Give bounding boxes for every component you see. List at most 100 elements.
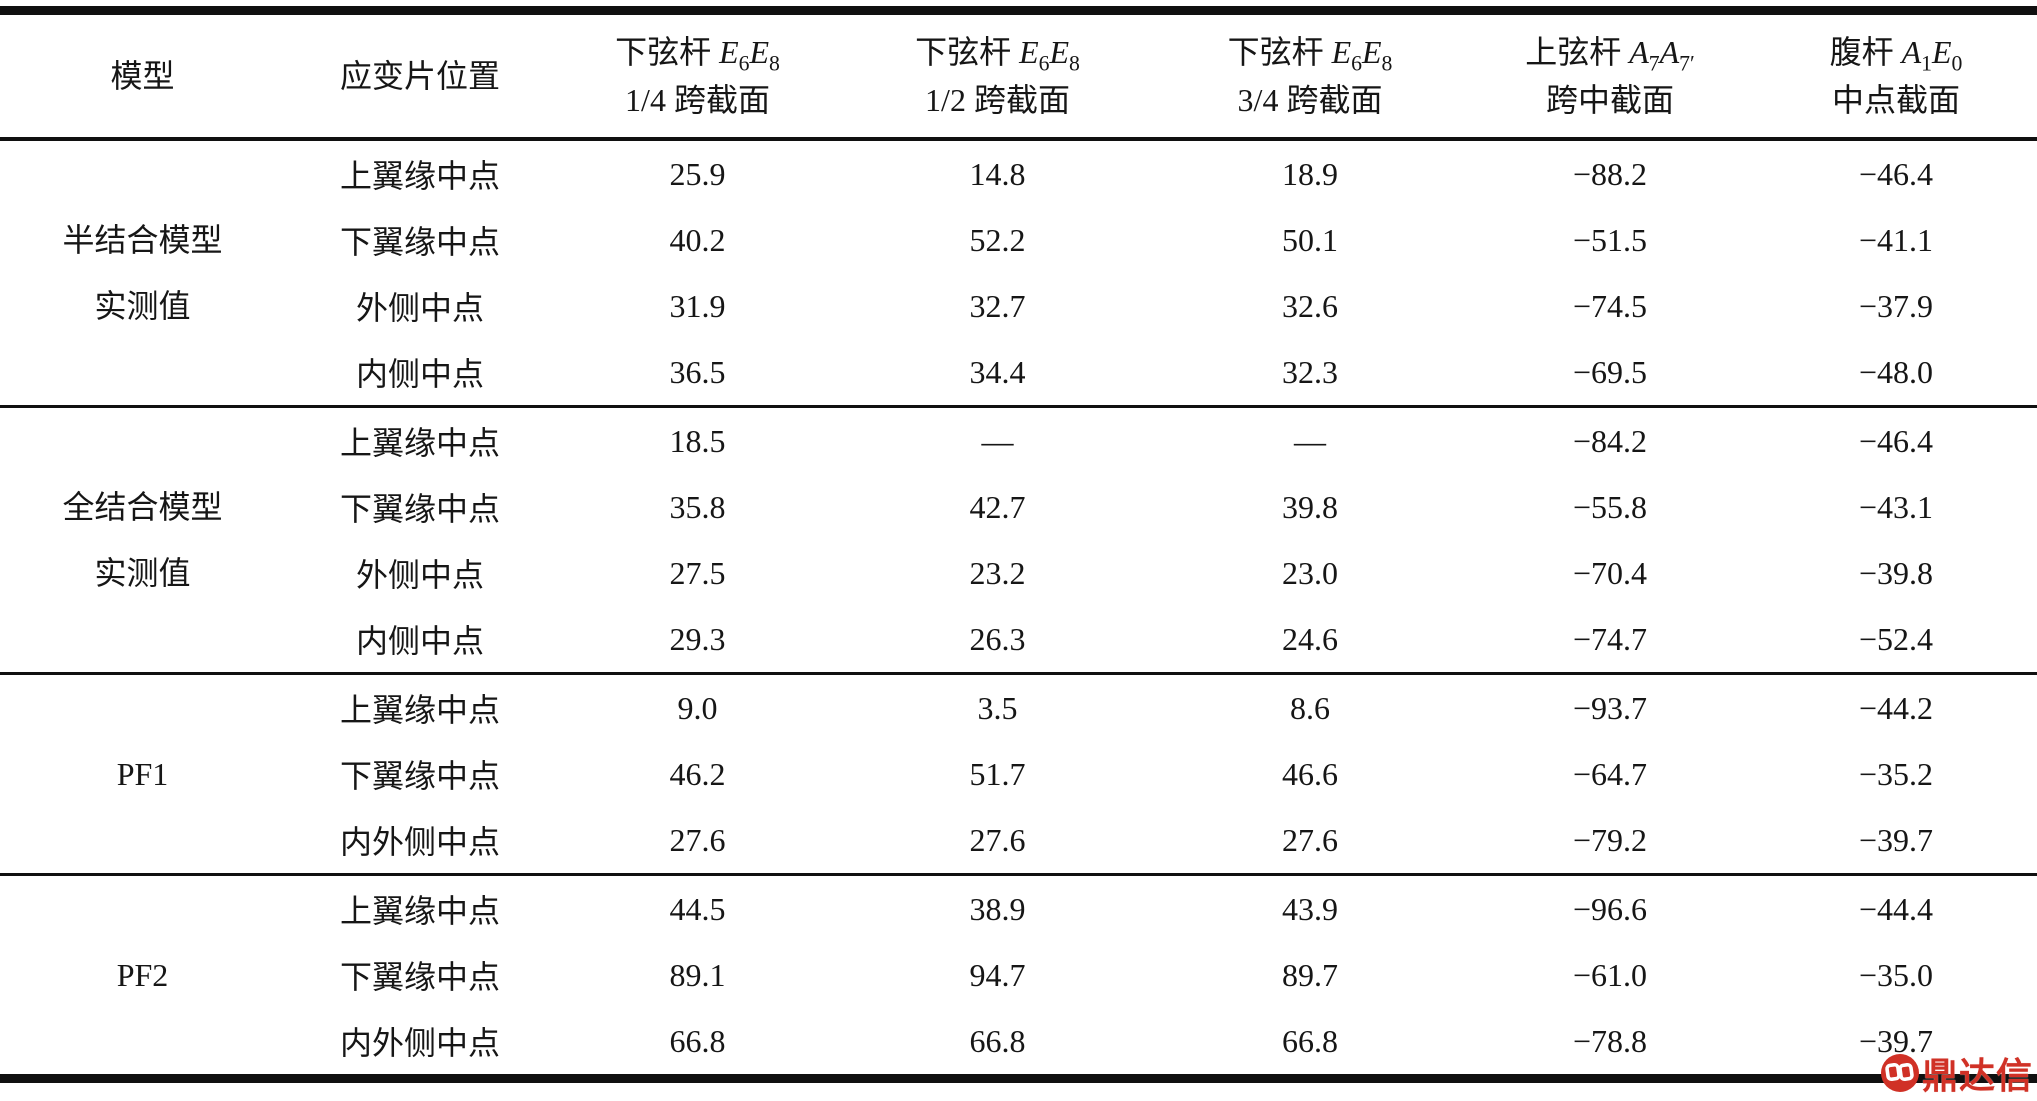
value-cell: 38.9 [969, 890, 1026, 927]
column-title-line1: 腹杆 A1E0 [1829, 34, 1963, 76]
value-cell: −46.4 [1858, 155, 1934, 192]
value-cell: −88.2 [1572, 155, 1648, 192]
position-cell: 内外侧中点 [285, 807, 555, 876]
table-row: 外侧中点 27.5 23.2 23.0 −70.4 −39.8 [0, 540, 2037, 606]
model-label: 半结合模型 [62, 222, 223, 258]
value-cell: 9.0 [677, 689, 718, 726]
value-cell: −44.4 [1858, 890, 1934, 927]
model-label: PF2 [116, 957, 169, 993]
position-cell: 上翼缘中点 [339, 158, 500, 194]
value-cell: −69.5 [1465, 339, 1755, 408]
column-header-lower-chord-half: 下弦杆 E6E8 1/2 跨截面 [840, 10, 1155, 141]
table-header: 模型 应变片位置 下弦杆 E6E8 1/4 跨截面 下弦杆 E6E8 1/2 跨截面 下弦杆… [0, 10, 2037, 141]
value-cell: 42.7 [969, 488, 1026, 525]
value-cell: 36.5 [555, 339, 840, 408]
position-cell: 上翼缘中点 [339, 893, 500, 929]
column-title-line2: 跨中截面 [1545, 82, 1674, 118]
column-title-line2: 3/4 跨截面 [1237, 82, 1383, 118]
model-label: 全结合模型 [62, 489, 223, 525]
value-cell: 89.7 [1282, 956, 1338, 993]
column-header-lower-chord-three-quarter: 下弦杆 E6E8 3/4 跨截面 [1155, 10, 1465, 141]
column-header-lower-chord-quarter: 下弦杆 E6E8 1/4 跨截面 [555, 10, 840, 141]
table-row: PF2 上翼缘中点 44.5 38.9 43.9 −96.6 −44.4 [0, 875, 2037, 994]
value-cell: 23.0 [1282, 554, 1338, 591]
value-cell: 32.6 [1282, 287, 1338, 324]
value-cell: −35.0 [1858, 956, 1934, 993]
column-title-line1: 下弦杆 E6E8 [615, 34, 780, 76]
value-cell: −55.8 [1572, 488, 1648, 525]
position-cell: 下翼缘中点 [339, 758, 500, 794]
position-cell: 上翼缘中点 [339, 692, 500, 728]
table-row: 内侧中点 29.3 26.3 24.6 −74.7 −52.4 [0, 606, 2037, 675]
value-cell: 18.5 [669, 422, 726, 459]
value-cell: — [981, 422, 1014, 459]
model-label: PF1 [116, 756, 169, 792]
table-row: 外侧中点 31.9 32.7 32.6 −74.5 −37.9 [0, 273, 2037, 339]
value-cell: −96.6 [1572, 890, 1648, 927]
position-cell: 上翼缘中点 [339, 425, 500, 461]
column-title-line1: 下弦杆 E6E8 [915, 34, 1080, 76]
value-cell: 24.6 [1155, 606, 1465, 675]
table-row: 内侧中点 36.5 34.4 32.3 −69.5 −48.0 [0, 339, 2037, 408]
value-cell: 94.7 [969, 956, 1026, 993]
value-cell: 18.9 [1282, 155, 1338, 192]
value-cell: 35.8 [669, 488, 726, 525]
value-cell: −52.4 [1755, 606, 2037, 675]
value-cell: 66.8 [969, 1022, 1026, 1059]
value-cell: −43.1 [1858, 488, 1934, 525]
column-header-position: 应变片位置 [285, 10, 555, 141]
value-cell: −51.5 [1572, 221, 1648, 258]
value-cell: 23.2 [969, 554, 1026, 591]
position-cell: 外侧中点 [355, 290, 484, 326]
model-cell: 半结合模型 实测值 [0, 139, 285, 408]
value-cell: −41.1 [1858, 221, 1934, 258]
table-row: 内外侧中点 27.6 27.6 27.6 −79.2 −39.7 [0, 807, 2037, 876]
strain-data-table: 模型 应变片位置 下弦杆 E6E8 1/4 跨截面 下弦杆 E6E8 1/2 跨截面 下弦杆… [0, 6, 2037, 1083]
value-cell: 52.2 [969, 221, 1026, 258]
value-cell: 39.8 [1282, 488, 1338, 525]
value-cell: 27.6 [555, 807, 840, 876]
column-title-line2: 中点截面 [1831, 82, 1960, 118]
value-cell: 66.8 [669, 1022, 726, 1059]
value-cell: 51.7 [969, 755, 1026, 792]
column-title: 应变片位置 [339, 58, 500, 94]
value-cell: −84.2 [1572, 422, 1648, 459]
table-row: PF1 上翼缘中点 9.0 3.5 8.6 −93.7 −44.2 [0, 673, 2037, 876]
value-cell: 66.8 [1282, 1022, 1338, 1059]
column-title-line1: 下弦杆 E6E8 [1227, 34, 1393, 76]
position-cell: 内外侧中点 [339, 1025, 500, 1061]
value-cell: −39.8 [1858, 554, 1934, 591]
table-row: 下翼缘中点 35.8 42.7 39.8 −55.8 −43.1 [0, 474, 2037, 540]
watermark-text: 鼎达信 [1921, 1055, 2033, 1096]
table-row: 下翼缘中点 46.2 51.7 46.6 −64.7 −35.2 [0, 741, 2037, 807]
value-cell: 44.5 [669, 890, 726, 927]
value-cell: 3.5 [977, 689, 1018, 726]
value-cell: 27.6 [1155, 807, 1465, 876]
value-cell: 8.6 [1290, 689, 1330, 726]
value-cell: −64.7 [1572, 755, 1648, 792]
value-cell: 14.8 [969, 155, 1026, 192]
model-label: 实测值 [94, 288, 191, 324]
value-cell: −48.0 [1755, 339, 2037, 408]
value-cell: 29.3 [555, 606, 840, 675]
table-row: 下翼缘中点 89.1 94.7 89.7 −61.0 −35.0 [0, 942, 2037, 1008]
value-cell: −44.2 [1858, 689, 1934, 726]
dingdaxin-icon [1880, 1053, 1920, 1093]
column-title-line1: 上弦杆 A7A7′ [1525, 34, 1695, 76]
value-cell: −46.4 [1858, 422, 1934, 459]
position-cell: 下翼缘中点 [339, 224, 500, 260]
position-cell: 下翼缘中点 [339, 491, 500, 527]
value-cell: −39.7 [1755, 807, 2037, 876]
value-cell: 46.6 [1282, 755, 1338, 792]
value-cell: — [1294, 422, 1326, 459]
model-cell: PF1 [0, 673, 285, 876]
value-cell: 25.9 [669, 155, 726, 192]
column-title: 模型 [110, 58, 175, 94]
table-row: 下翼缘中点 40.2 52.2 50.1 −51.5 −41.1 [0, 207, 2037, 273]
table-row: 半结合模型实测值 上翼缘中点 25.9 14.8 18.9 −88.2 −46.4 [0, 139, 2037, 408]
column-title-line2: 1/4 跨截面 [625, 82, 770, 118]
model-cell: PF2 [0, 875, 285, 1079]
value-cell: −37.9 [1858, 287, 1934, 324]
value-cell: 31.9 [669, 287, 726, 324]
value-cell: 34.4 [840, 339, 1155, 408]
